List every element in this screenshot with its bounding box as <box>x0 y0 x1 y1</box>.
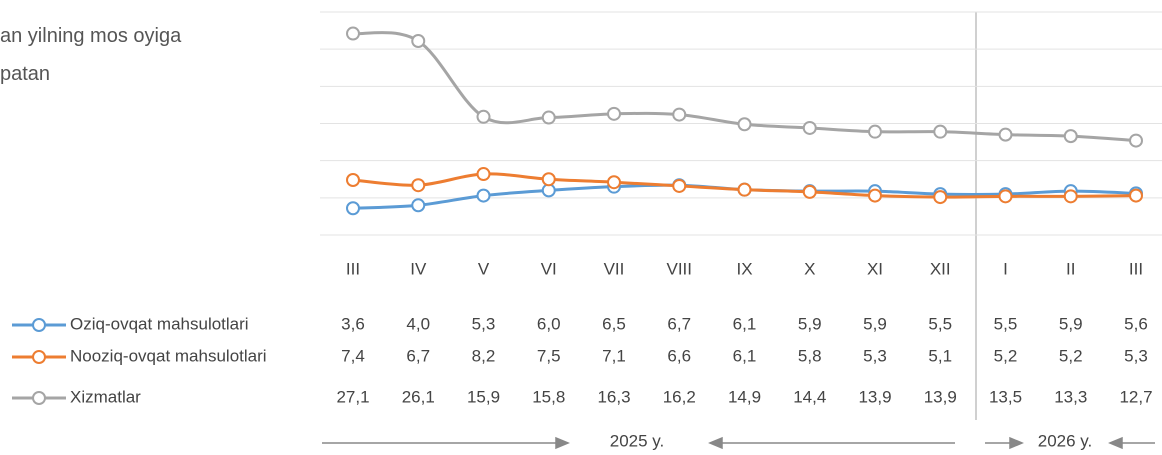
table-value: 3,6 <box>341 314 365 333</box>
table-value: 14,9 <box>728 387 761 406</box>
point <box>411 178 426 193</box>
point <box>607 175 621 190</box>
table-value: 6,0 <box>537 314 561 333</box>
point <box>802 120 817 135</box>
table-value: 5,3 <box>1124 346 1148 365</box>
table-value: 5,2 <box>1059 346 1083 365</box>
legend-marker <box>32 318 46 332</box>
x-tick-label: X <box>804 259 815 278</box>
point <box>737 117 752 132</box>
table-value: 6,1 <box>733 346 757 365</box>
point <box>933 124 948 139</box>
point <box>672 178 687 193</box>
table-value: 14,4 <box>793 387 826 406</box>
chart-title: an yilning mos oyiga <box>0 25 182 47</box>
table-value: 12,7 <box>1119 387 1152 406</box>
table-value: 5,9 <box>1059 314 1083 333</box>
period-label: 2026 y. <box>1038 431 1093 450</box>
table-value: 6,1 <box>733 314 757 333</box>
point <box>933 190 948 205</box>
table-value: 5,3 <box>863 346 887 365</box>
legend-label: Xizmatlar <box>70 387 141 406</box>
point <box>476 109 491 124</box>
x-tick-label: XII <box>930 259 951 278</box>
table-value: 8,2 <box>472 346 496 365</box>
legend-label: Oziq-ovqat mahsulotlari <box>70 314 249 333</box>
table-value: 7,1 <box>602 346 626 365</box>
table-value: 13,9 <box>858 387 891 406</box>
x-tick-label: VI <box>541 259 557 278</box>
table-value: 5,2 <box>994 346 1018 365</box>
point <box>346 201 360 216</box>
table-value: 13,3 <box>1054 387 1087 406</box>
point <box>868 124 882 139</box>
point <box>476 188 491 203</box>
table-value: 6,7 <box>667 314 691 333</box>
legend-marker <box>32 350 46 364</box>
point <box>411 198 426 213</box>
period-arrows <box>322 436 1155 450</box>
x-tick-label: VIII <box>666 259 692 278</box>
table-value: 5,6 <box>1124 314 1148 333</box>
point <box>346 26 360 41</box>
table-value: 5,5 <box>994 314 1018 333</box>
point <box>1063 189 1078 204</box>
point <box>737 182 752 197</box>
x-tick-label: IX <box>736 259 752 278</box>
table-value: 6,7 <box>406 346 430 365</box>
table-value: 7,4 <box>341 346 365 365</box>
point <box>541 110 556 125</box>
point <box>476 167 491 182</box>
point <box>998 189 1013 204</box>
chart-title: patan <box>0 63 50 85</box>
point <box>998 127 1013 142</box>
table-value: 26,1 <box>402 387 435 406</box>
table-value: 5,1 <box>928 346 952 365</box>
point <box>868 188 882 203</box>
table-value: 27,1 <box>336 387 369 406</box>
point <box>411 33 426 48</box>
table-value: 15,9 <box>467 387 500 406</box>
table-value: 5,9 <box>798 314 822 333</box>
table-value: 5,5 <box>928 314 952 333</box>
point <box>541 172 556 187</box>
legend-marker <box>32 391 46 405</box>
x-tick-label: II <box>1066 259 1075 278</box>
table-value: 13,5 <box>989 387 1022 406</box>
x-tick-label: VII <box>604 259 625 278</box>
point <box>607 106 621 121</box>
table-value: 5,8 <box>798 346 822 365</box>
table-value: 16,2 <box>663 387 696 406</box>
table-value: 4,0 <box>406 314 430 333</box>
table-value: 5,3 <box>472 314 496 333</box>
point <box>672 107 687 122</box>
table-value: 6,6 <box>667 346 691 365</box>
table-value: 15,8 <box>532 387 565 406</box>
point <box>1129 188 1143 203</box>
table-value: 7,5 <box>537 346 561 365</box>
legend-label: Nooziq-ovqat mahsulotlari <box>70 346 267 365</box>
x-tick-label: XI <box>867 259 883 278</box>
point <box>802 184 817 199</box>
table-value: 13,9 <box>924 387 957 406</box>
table-value: 16,3 <box>597 387 630 406</box>
table-value: 6,5 <box>602 314 626 333</box>
x-tick-label: IV <box>410 259 427 278</box>
x-tick-label: III <box>1129 259 1143 278</box>
period-label: 2025 y. <box>610 431 665 450</box>
point <box>1063 129 1078 144</box>
table-value: 5,9 <box>863 314 887 333</box>
x-tick-label: V <box>478 259 490 278</box>
point <box>346 172 360 187</box>
x-tick-label: III <box>346 259 360 278</box>
point <box>1129 133 1143 148</box>
x-tick-label: I <box>1003 259 1008 278</box>
